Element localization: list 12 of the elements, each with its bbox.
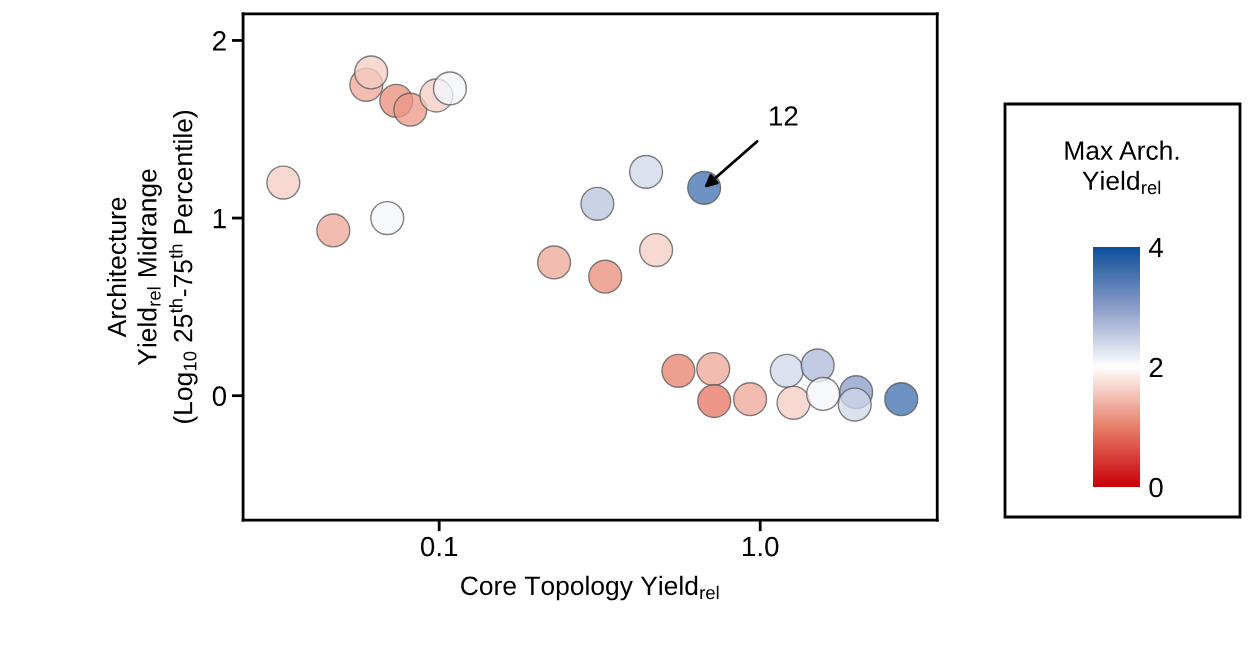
color-bar-label: 0 bbox=[1149, 477, 1163, 498]
color-bar-label: 2 bbox=[1149, 357, 1163, 378]
x-tick-label: 0.1 bbox=[420, 536, 458, 557]
y-tick-label: 2 bbox=[213, 31, 226, 51]
y-tick-label: 1 bbox=[213, 209, 226, 229]
x-axis-title: Core Topology Yield$_{rel}$ bbox=[461, 575, 719, 601]
y-tick-label: 0 bbox=[212, 386, 227, 407]
x-tick-label: 1.0 bbox=[743, 536, 779, 557]
annotation: 12 bbox=[770, 106, 798, 126]
color-bar-title: Max Arch. Yield$_{rel}$ bbox=[1065, 140, 1179, 195]
text: Architecture Yield$_{rel}$ Midrange (Log$_{10}$ 25$^{th}$-75$^{th}$ Percentile) bbox=[106, 110, 198, 423]
color-bar-label: 4 bbox=[1148, 237, 1163, 258]
